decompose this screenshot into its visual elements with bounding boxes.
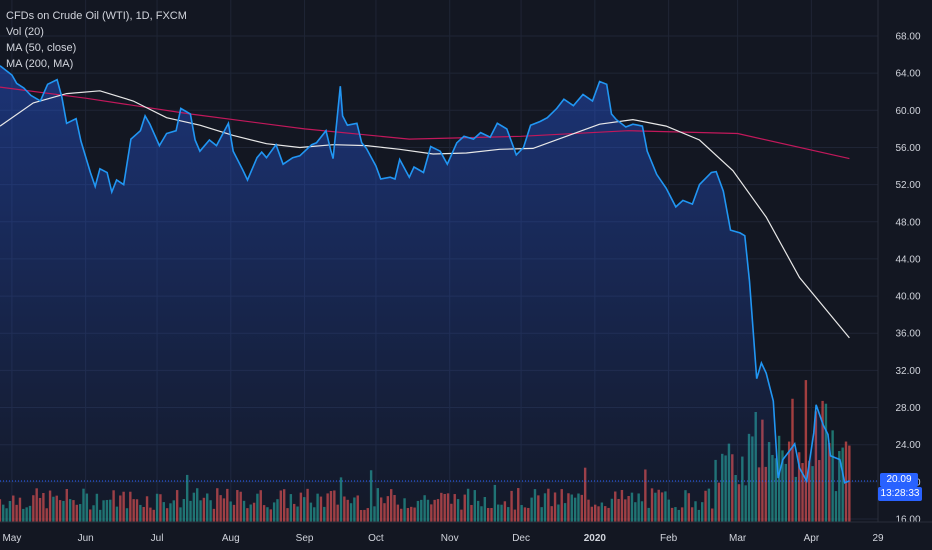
y-tick-label: 52.00 xyxy=(895,180,920,191)
volume-bar xyxy=(804,380,808,522)
y-tick-label: 68.00 xyxy=(895,32,920,43)
price-area xyxy=(0,65,850,522)
x-tick-label: 2020 xyxy=(584,533,607,544)
x-tick-label: Sep xyxy=(296,533,314,544)
price-path xyxy=(0,65,850,484)
y-tick-label: 44.00 xyxy=(895,254,920,265)
x-tick-label: Jun xyxy=(78,533,94,544)
ma200-path xyxy=(0,86,850,160)
bar-countdown-tag: 13:28:33 xyxy=(878,487,922,501)
legend-title[interactable]: CFDs on Crude Oil (WTI), 1D, FXCM xyxy=(6,10,187,22)
x-tick-label: Apr xyxy=(804,533,820,544)
x-tick-label: Dec xyxy=(512,533,530,544)
y-tick-label: 56.00 xyxy=(895,143,920,154)
y-axis[interactable]: 68.00 64.00 60.00 56.00 52.00 48.00 44.00 40.00… xyxy=(877,0,921,526)
legend-ma50[interactable]: MA (50, close) xyxy=(6,42,77,54)
x-tick-label: May xyxy=(2,533,21,544)
ma200-line xyxy=(0,86,850,160)
price-line xyxy=(0,65,850,484)
y-tick-label: 60.00 xyxy=(895,106,920,117)
y-tick-label: 64.00 xyxy=(895,69,920,80)
y-tick-label: 28.00 xyxy=(895,403,920,414)
y-tick-label: 48.00 xyxy=(895,217,920,228)
x-tick-label: Mar xyxy=(729,533,747,544)
y-tick-label: 16.00 xyxy=(895,515,920,526)
x-tick-label: Aug xyxy=(222,533,240,544)
ma50-line xyxy=(0,90,850,339)
price-area-fill xyxy=(0,65,850,522)
x-tick-label: Oct xyxy=(368,533,384,544)
y-tick-label: 40.00 xyxy=(895,292,920,303)
ma50-path xyxy=(0,90,850,339)
legend-ma200[interactable]: MA (200, MA) xyxy=(6,58,74,70)
x-tick-label: Nov xyxy=(441,533,459,544)
x-tick-label: 29 xyxy=(872,533,884,544)
last-price-tag: 20.09 xyxy=(880,473,918,487)
chart-legend: CFDs on Crude Oil (WTI), 1D, FXCM Vol (2… xyxy=(6,8,187,72)
y-tick-label: 24.00 xyxy=(895,440,920,451)
x-tick-label: Jul xyxy=(151,533,164,544)
y-tick-label: 32.00 xyxy=(895,366,920,377)
y-tick-label: 36.00 xyxy=(895,329,920,340)
x-tick-label: Feb xyxy=(660,533,678,544)
x-axis[interactable]: May Jun Jul Aug Sep Oct Nov Dec 2020 Feb Mar Apr 29 xyxy=(0,521,932,544)
legend-volume[interactable]: Vol (20) xyxy=(6,26,44,38)
